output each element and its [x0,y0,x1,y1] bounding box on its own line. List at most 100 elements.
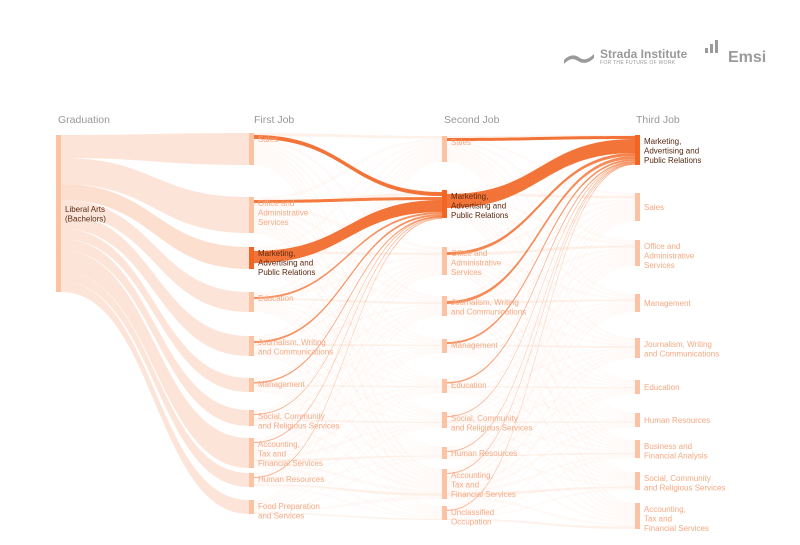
node-bar [442,379,447,393]
node-label: Management [644,299,691,308]
link-job-transition [447,346,635,387]
link-job-transition [254,390,442,515]
link-job-transition [254,354,442,513]
link-job-transition [447,247,635,302]
link-job-transition [254,424,442,516]
link-job-transition [254,262,442,451]
node-bar [635,135,640,165]
link-job-transition [254,465,442,518]
highlight-link-to-marketing [254,197,442,203]
link-job-transition [254,300,442,345]
column-header-2: Second Job [444,114,500,126]
node-bar [442,136,447,162]
node-bar [249,336,254,356]
node-bar [635,503,640,529]
link-job-transition [447,304,635,346]
link-job-transition [254,306,442,452]
highlight-link-to-marketing [447,139,635,208]
link-job-transition [254,260,442,417]
link-job-transition [254,385,442,388]
link-job-transition [447,150,635,381]
link-job-transition [447,312,635,480]
link-job-transition [254,350,442,453]
link-job-transition [254,310,442,450]
node-label: Human Resources [451,449,517,458]
link-job-transition [447,347,635,420]
link-job-transition [447,426,635,522]
link-job-transition [447,195,635,246]
link-job-transition [254,222,442,450]
link-job-transition [254,387,442,420]
node-label: Journalism, Writing and Communications [258,338,333,357]
link-job-transition [254,424,442,483]
link-job-transition [254,155,442,449]
link-job-transition [447,350,635,481]
link-job-transition [254,198,442,296]
link-job-transition [254,141,442,250]
link-job-transition [254,344,442,346]
node-label: Liberal Arts (Bachelors) [65,205,106,224]
link-job-transition [447,198,635,253]
strada-mark-icon [564,54,594,64]
link-job-transition [254,145,442,341]
link-job-transition [447,215,635,509]
link-graduation-to-first-job [61,228,249,392]
emsi-logo: Emsi [705,40,766,66]
link-job-transition [447,457,635,524]
link-job-transition [254,308,442,481]
node-bar [635,413,640,427]
flow-labels: Liberal Arts (Bachelors) Sales Office and Ad… [65,135,725,533]
link-job-transition [447,350,635,420]
link-job-transition [254,229,442,509]
node-bar [249,133,254,165]
node-label: Education [258,294,294,303]
link-job-transition [447,314,635,514]
node-label: Marketing, Advertising and Public Relation… [258,249,315,277]
highlight-link-to-marketing [254,216,442,384]
link-job-transition [254,161,442,508]
node-label: Food Preparation and Services [258,502,320,521]
link-job-transition [447,386,635,389]
node-label: Social, Community and Religious Services [258,412,339,431]
node-bar [249,292,254,312]
node-label: Human Resources [258,475,324,484]
link-job-transition [447,218,635,509]
link-job-transition [254,351,442,507]
node-bar [249,197,254,233]
node-label: Education [644,383,680,392]
link-job-transition [447,486,635,496]
link-graduation-to-first-job [61,214,249,356]
highlight-link-to-marketing [447,162,635,452]
link-job-transition [447,310,635,512]
highlight-link-to-marketing [447,156,635,304]
link-job-transition [254,386,442,422]
node-label: Education [451,381,487,390]
node-bar [442,247,447,275]
link-job-transition [447,354,635,484]
link-graduation-to-first-job [61,183,249,269]
link-job-transition [254,209,442,444]
link-job-transition [447,391,635,519]
link-graduation-to-first-job [61,133,249,165]
link-job-transition [254,306,442,384]
link-job-transition [447,209,635,444]
link-job-transition [254,485,442,519]
link-job-transition [254,423,442,459]
node-label: Journalism, Writing and Communications [644,340,719,359]
link-job-transition [447,147,635,341]
link-job-transition [254,211,442,342]
node-label: Office and Administrative Services [451,249,502,277]
link-job-transition [447,144,635,298]
node-bar [249,247,254,269]
node-bar [635,380,640,394]
node-label: Accounting, Tax and Financial Services [644,505,709,533]
node-label: Accounting, Tax and Financial Services [451,471,516,499]
highlight-link-to-marketing [447,162,635,417]
link-job-transition [447,162,635,508]
node-bar [442,190,447,218]
node-bar [635,338,640,358]
link-job-transition [447,149,635,382]
link-job-transition [254,266,442,511]
node-label: Human Resources [644,416,710,425]
link-job-transition [254,142,442,298]
